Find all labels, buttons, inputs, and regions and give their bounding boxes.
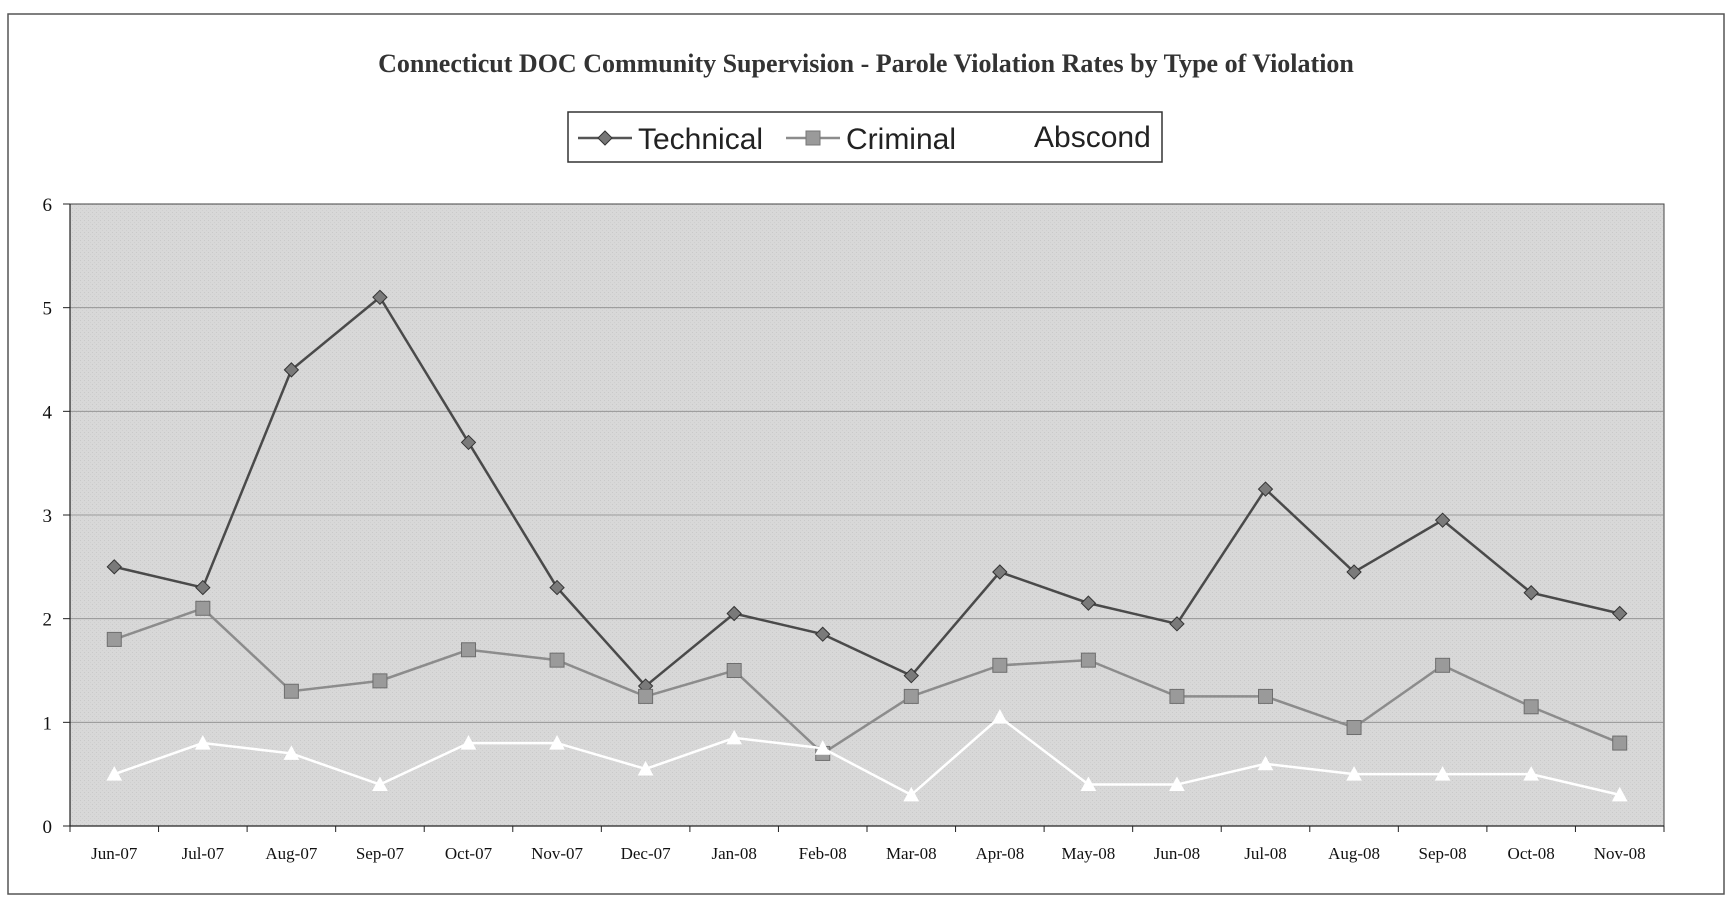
data-point-criminal [1524,700,1538,714]
legend-criminal-label: Criminal [846,123,956,156]
data-point-criminal [1436,658,1450,672]
legend: Technical Criminal Abscond [568,112,1162,162]
data-point-criminal [727,664,741,678]
x-tick-label: Feb-08 [799,844,847,863]
x-tick-label: Aug-07 [265,844,317,863]
data-point-criminal [1347,721,1361,735]
data-point-criminal [904,689,918,703]
legend-technical-label: Technical [638,123,763,156]
y-tick-label: 5 [43,299,53,320]
x-tick-label: Jul-08 [1244,844,1287,863]
y-tick-label: 2 [43,610,53,631]
data-point-criminal [462,643,476,657]
x-tick-label: Apr-08 [975,844,1024,863]
legend-abscond-label: Abscond [1034,121,1151,154]
x-tick-label: Aug-08 [1328,844,1380,863]
data-point-criminal [196,601,210,615]
x-tick-label: Nov-07 [531,844,583,863]
data-point-criminal [1613,736,1627,750]
x-tick-label: Jan-08 [712,844,757,863]
data-point-criminal [993,658,1007,672]
data-point-criminal [373,674,387,688]
x-tick-label: Jun-08 [1154,844,1200,863]
x-tick-label: Jul-07 [182,844,225,863]
data-point-criminal [550,653,564,667]
x-tick-label: Oct-07 [445,844,493,863]
x-tick-label: Mar-08 [886,844,937,863]
data-point-criminal [284,684,298,698]
chart-title: Connecticut DOC Community Supervision - … [378,49,1354,78]
x-tick-label: Oct-08 [1508,844,1555,863]
y-tick-label: 0 [43,817,53,838]
x-tick-label: May-08 [1061,844,1115,863]
data-point-criminal [107,632,121,646]
y-tick-label: 3 [43,506,53,527]
y-tick-label: 4 [43,402,53,423]
x-tick-label: Dec-07 [621,844,672,863]
x-tick-label: Sep-07 [356,844,405,863]
data-point-criminal [1259,689,1273,703]
data-point-criminal [639,689,653,703]
x-tick-label: Jun-07 [91,844,138,863]
y-tick-label: 1 [43,713,53,734]
x-tick-label: Sep-08 [1419,844,1467,863]
x-tick-label: Nov-08 [1594,844,1646,863]
data-point-criminal [1170,689,1184,703]
legend-criminal-marker-icon [806,131,820,145]
y-tick-label: 6 [43,195,53,216]
data-point-criminal [1081,653,1095,667]
